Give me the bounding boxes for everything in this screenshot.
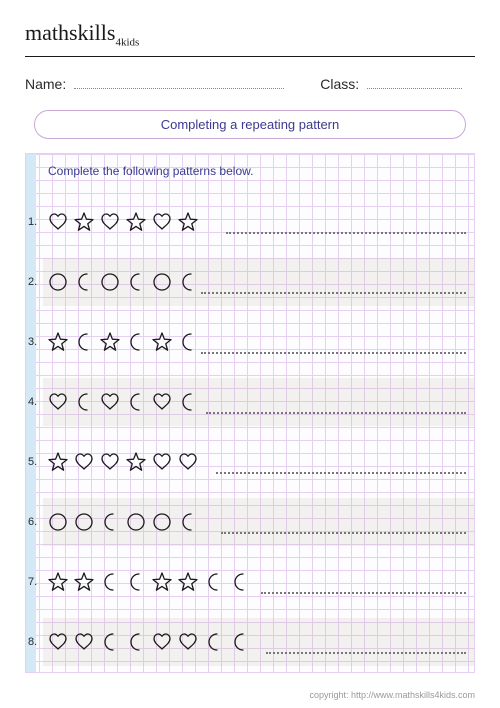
answer-line[interactable] bbox=[266, 652, 466, 654]
moon-icon bbox=[126, 572, 146, 592]
pattern-row: 8. bbox=[26, 612, 474, 672]
name-class-row: Name: Class: bbox=[25, 75, 475, 92]
circle-icon bbox=[100, 272, 120, 292]
circle-icon bbox=[74, 512, 94, 532]
star-icon bbox=[126, 212, 146, 232]
moon-icon bbox=[204, 632, 224, 652]
star-icon bbox=[48, 452, 68, 472]
pattern-icons bbox=[48, 632, 250, 652]
heart-icon bbox=[74, 452, 94, 472]
circle-icon bbox=[48, 512, 68, 532]
answer-line[interactable] bbox=[226, 232, 466, 234]
moon-icon bbox=[230, 572, 250, 592]
star-icon bbox=[100, 332, 120, 352]
circle-icon bbox=[48, 272, 68, 292]
heart-icon bbox=[100, 452, 120, 472]
answer-line[interactable] bbox=[206, 412, 466, 414]
star-icon bbox=[74, 212, 94, 232]
worksheet-title: Completing a repeating pattern bbox=[34, 110, 466, 139]
heart-icon bbox=[100, 212, 120, 232]
row-number: 5. bbox=[28, 456, 37, 468]
pattern-row: 5. bbox=[26, 432, 474, 492]
pattern-row: 4. bbox=[26, 372, 474, 432]
answer-line[interactable] bbox=[261, 592, 466, 594]
answer-line[interactable] bbox=[216, 472, 466, 474]
row-number: 2. bbox=[28, 276, 37, 288]
heart-icon bbox=[178, 632, 198, 652]
moon-icon bbox=[230, 632, 250, 652]
pattern-row: 7. bbox=[26, 552, 474, 612]
moon-icon bbox=[126, 392, 146, 412]
class-label: Class: bbox=[320, 76, 359, 92]
moon-icon bbox=[100, 632, 120, 652]
moon-icon bbox=[178, 392, 198, 412]
moon-icon bbox=[126, 272, 146, 292]
instruction-text: Complete the following patterns below. bbox=[48, 164, 253, 178]
star-icon bbox=[152, 572, 172, 592]
footer-copyright: copyright: http://www.mathskills4kids.co… bbox=[309, 690, 475, 700]
star-icon bbox=[48, 572, 68, 592]
pattern-row: 6. bbox=[26, 492, 474, 552]
moon-icon bbox=[74, 332, 94, 352]
pattern-icons bbox=[48, 572, 250, 592]
row-number: 1. bbox=[28, 216, 37, 228]
pattern-row: 3. bbox=[26, 312, 474, 372]
moon-icon bbox=[178, 272, 198, 292]
moon-icon bbox=[100, 512, 120, 532]
heart-icon bbox=[48, 632, 68, 652]
logo-main: mathskills bbox=[25, 20, 115, 45]
pattern-icons bbox=[48, 512, 198, 532]
heart-icon bbox=[152, 212, 172, 232]
moon-icon bbox=[178, 512, 198, 532]
row-number: 4. bbox=[28, 396, 37, 408]
header-underline bbox=[25, 56, 475, 57]
logo: mathskills4kids bbox=[25, 20, 475, 48]
pattern-icons bbox=[48, 452, 198, 472]
star-icon bbox=[126, 452, 146, 472]
heart-icon bbox=[152, 632, 172, 652]
row-number: 8. bbox=[28, 636, 37, 648]
pattern-icons bbox=[48, 272, 198, 292]
name-label: Name: bbox=[25, 76, 66, 92]
heart-icon bbox=[152, 392, 172, 412]
circle-icon bbox=[126, 512, 146, 532]
logo-tag: 4kids bbox=[115, 36, 139, 48]
moon-icon bbox=[204, 572, 224, 592]
heart-icon bbox=[74, 632, 94, 652]
heart-icon bbox=[48, 392, 68, 412]
pattern-row: 1. bbox=[26, 192, 474, 252]
worksheet-grid: Complete the following patterns below. 1… bbox=[25, 153, 475, 673]
circle-icon bbox=[152, 512, 172, 532]
star-icon bbox=[178, 212, 198, 232]
pattern-row: 2. bbox=[26, 252, 474, 312]
row-number: 6. bbox=[28, 516, 37, 528]
answer-line[interactable] bbox=[201, 352, 466, 354]
heart-icon bbox=[48, 212, 68, 232]
circle-icon bbox=[152, 272, 172, 292]
star-icon bbox=[74, 572, 94, 592]
moon-icon bbox=[126, 632, 146, 652]
answer-line[interactable] bbox=[221, 532, 466, 534]
star-icon bbox=[152, 332, 172, 352]
moon-icon bbox=[126, 332, 146, 352]
row-number: 3. bbox=[28, 336, 37, 348]
row-number: 7. bbox=[28, 576, 37, 588]
answer-line[interactable] bbox=[201, 292, 466, 294]
star-icon bbox=[48, 332, 68, 352]
moon-icon bbox=[74, 392, 94, 412]
rows-container: 1. 2. 3. 4. 5. 6. 7. 8. bbox=[26, 192, 474, 672]
heart-icon bbox=[100, 392, 120, 412]
star-icon bbox=[178, 572, 198, 592]
pattern-icons bbox=[48, 392, 198, 412]
class-field[interactable] bbox=[367, 75, 462, 89]
moon-icon bbox=[178, 332, 198, 352]
moon-icon bbox=[74, 272, 94, 292]
heart-icon bbox=[178, 452, 198, 472]
name-field[interactable] bbox=[74, 75, 284, 89]
moon-icon bbox=[100, 572, 120, 592]
pattern-icons bbox=[48, 212, 198, 232]
heart-icon bbox=[152, 452, 172, 472]
pattern-icons bbox=[48, 332, 198, 352]
